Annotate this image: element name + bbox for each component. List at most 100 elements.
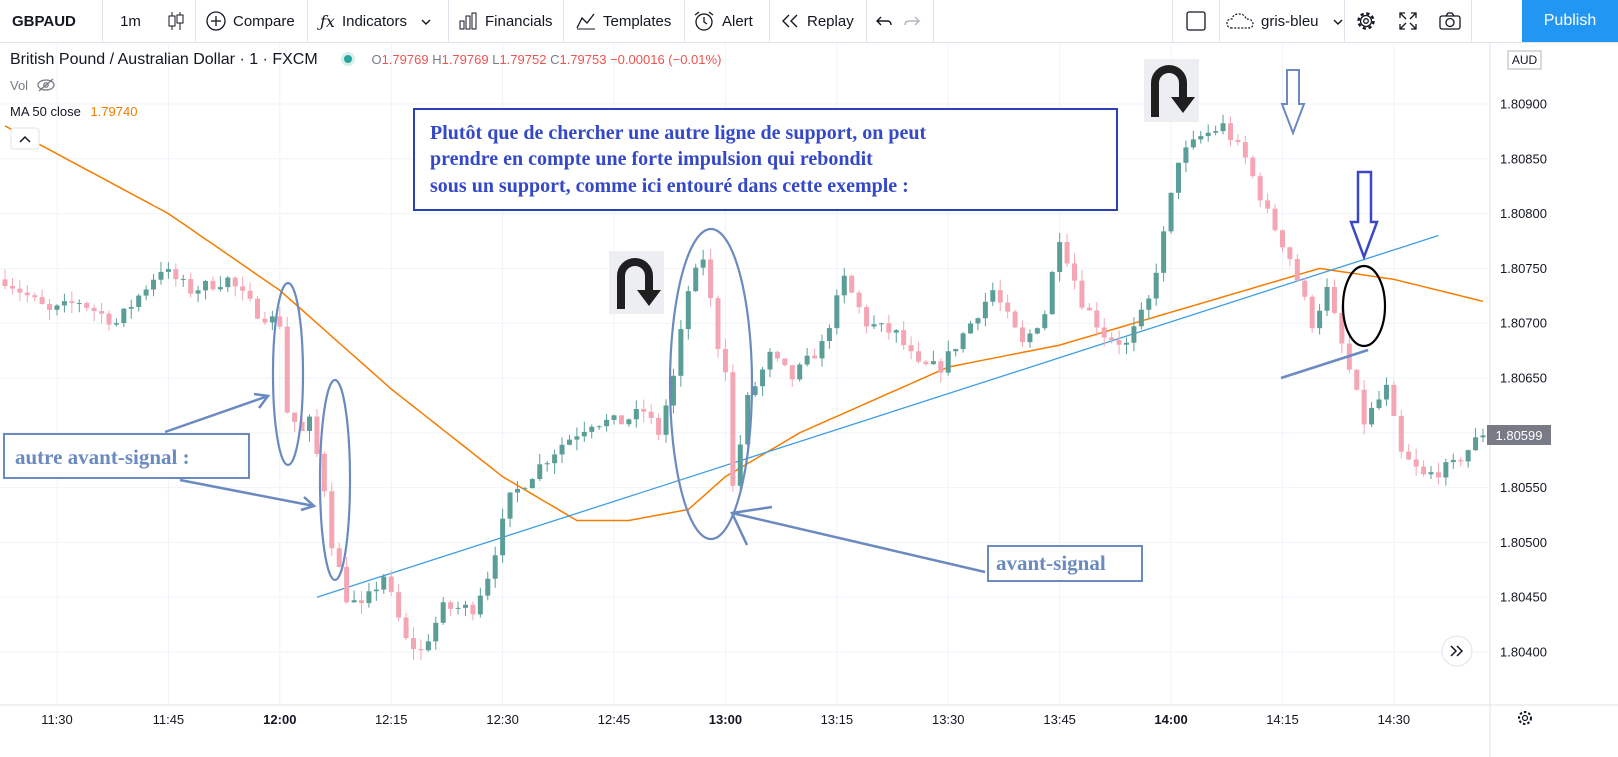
fullscreen-toggle-button[interactable] xyxy=(1173,0,1219,42)
price-chart[interactable]: Plutôt que de chercher une autre ligne d… xyxy=(0,43,1618,757)
ma-legend[interactable]: MA 50 close 1.79740 xyxy=(10,104,137,119)
settings-button[interactable] xyxy=(1345,0,1387,42)
time-tick-label: 12:00 xyxy=(263,712,296,727)
alarm-clock-icon xyxy=(693,10,715,32)
candle-body xyxy=(722,348,728,373)
financials-button[interactable]: Financials xyxy=(449,0,563,42)
candle-body xyxy=(1153,272,1159,299)
candle-body xyxy=(648,411,654,418)
undo-button[interactable] xyxy=(871,0,897,42)
candle-body xyxy=(1443,462,1449,478)
rewind-icon xyxy=(780,13,800,29)
chevron-down-icon xyxy=(1333,13,1343,30)
snapshot-button[interactable] xyxy=(1429,0,1471,42)
candle-body xyxy=(210,280,216,290)
candle-body xyxy=(1428,472,1434,475)
candle-body xyxy=(91,307,97,311)
price-tick-label: 1.80850 xyxy=(1500,151,1547,166)
candle-body xyxy=(388,576,394,593)
scroll-to-realtime-button[interactable] xyxy=(1441,635,1473,667)
candle-body xyxy=(299,421,305,431)
toolbar-divider xyxy=(448,0,449,42)
toolbar-divider xyxy=(563,0,564,42)
candle-body xyxy=(440,602,446,623)
price-axis-panel[interactable] xyxy=(1490,43,1618,705)
candle-body xyxy=(180,279,186,281)
candle-body xyxy=(477,595,483,615)
settings-icon[interactable] xyxy=(1518,711,1532,725)
candle-body xyxy=(307,416,313,431)
candle-body xyxy=(188,279,194,294)
arrow-line xyxy=(1280,348,1369,380)
candle-body xyxy=(1027,333,1033,343)
financials-label: Financials xyxy=(485,12,553,30)
alert-button[interactable]: Alert xyxy=(685,0,769,42)
candle-body xyxy=(195,290,201,294)
u-turn-arrow-icon xyxy=(609,251,664,314)
candle-body xyxy=(849,275,855,293)
price-tick-label: 1.80800 xyxy=(1500,206,1547,221)
candle-body xyxy=(1369,407,1375,425)
camera-icon xyxy=(1439,12,1461,30)
candles-icon xyxy=(168,12,184,30)
candle-body xyxy=(1057,242,1063,273)
templates-label: Templates xyxy=(603,12,672,30)
price-tick-label: 1.80400 xyxy=(1500,645,1547,660)
candle-body xyxy=(968,323,974,334)
candle-body xyxy=(2,279,8,286)
candle-body xyxy=(715,298,721,349)
candle-body xyxy=(1020,327,1026,343)
candle-body xyxy=(916,351,922,362)
indicators-button[interactable]: ƒx Indicators xyxy=(308,0,448,42)
candle-body xyxy=(1213,131,1219,133)
collapse-legend-button[interactable] xyxy=(10,127,40,150)
candle-body xyxy=(158,271,164,280)
candle-body xyxy=(351,600,357,603)
fullscreen-button[interactable] xyxy=(1387,0,1429,42)
fx-icon: ƒx xyxy=(320,11,335,31)
compare-button[interactable]: Compare xyxy=(196,0,306,42)
toolbar-divider xyxy=(195,0,196,42)
gear-icon xyxy=(1357,12,1375,30)
open-value: 1.79769 xyxy=(381,52,429,67)
symbol-search-button[interactable]: GBPAUD xyxy=(0,0,102,42)
candle-body xyxy=(633,408,639,420)
candle-body xyxy=(826,328,832,342)
candle-body xyxy=(1042,314,1048,329)
candle-body xyxy=(396,592,402,618)
volume-legend[interactable]: Vol xyxy=(10,78,56,95)
candle-body xyxy=(99,310,105,314)
price-tick-label: 1.80900 xyxy=(1500,97,1547,112)
candle-body xyxy=(700,259,706,268)
redo-button[interactable] xyxy=(899,0,925,42)
toolbar-divider xyxy=(1172,0,1173,42)
candle-body xyxy=(455,607,461,609)
candle-body xyxy=(1101,327,1107,338)
candle-body xyxy=(1458,459,1464,462)
chart-style-button[interactable] xyxy=(158,0,194,42)
candle-body xyxy=(908,345,914,352)
publish-button[interactable]: Publish xyxy=(1522,0,1618,42)
candle-body xyxy=(448,602,454,609)
candle-body xyxy=(745,395,751,445)
candle-body xyxy=(507,492,513,519)
interval-button[interactable]: 1m xyxy=(103,0,158,42)
time-tick-label: 11:45 xyxy=(153,712,185,727)
candle-body xyxy=(559,444,565,455)
candle-body xyxy=(1473,437,1479,451)
arrow-head xyxy=(300,496,317,512)
time-tick-label: 14:00 xyxy=(1154,712,1187,727)
candle-body xyxy=(566,439,572,445)
candle-body xyxy=(1131,326,1137,343)
candle-body xyxy=(1227,123,1233,141)
layout-menu-button[interactable]: gris-bleu xyxy=(1220,0,1344,42)
replay-button[interactable]: Replay xyxy=(770,0,866,42)
down-arrow-icon xyxy=(1349,170,1379,261)
candle-body xyxy=(730,372,736,486)
price-tick-label: 1.80650 xyxy=(1500,371,1547,386)
templates-button[interactable]: Templates xyxy=(564,0,684,42)
candle-body xyxy=(685,291,691,330)
candle-body xyxy=(203,280,209,291)
candle-body xyxy=(871,324,877,327)
time-axis-panel[interactable] xyxy=(0,705,1618,757)
